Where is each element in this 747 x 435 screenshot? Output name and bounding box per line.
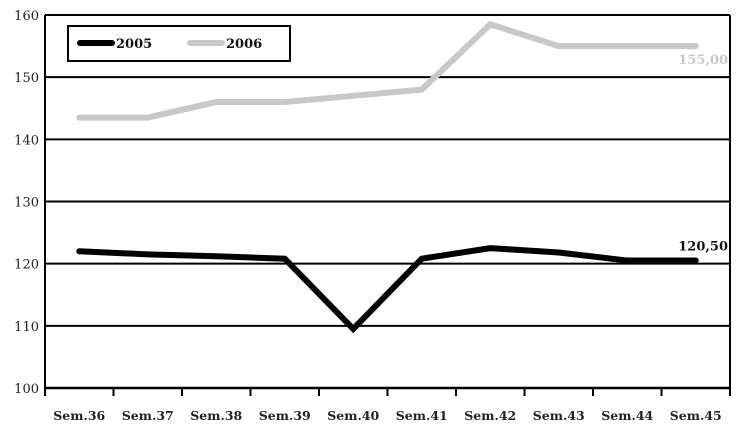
y-tick-label: 140 <box>14 133 39 148</box>
x-tick-label: Sem.38 <box>190 408 242 423</box>
y-tick-label: 100 <box>14 382 39 397</box>
grid-lines <box>44 14 731 390</box>
x-tick-label: Sem.45 <box>670 408 722 423</box>
data-label-2005: 120,50 <box>678 240 728 255</box>
x-tick-label: Sem.41 <box>396 408 448 423</box>
series-lines <box>76 20 699 334</box>
x-tick-label: Sem.43 <box>533 408 585 423</box>
series-line-2005 <box>76 245 699 334</box>
x-tick-label: Sem.36 <box>53 408 105 423</box>
series-line-2006 <box>76 20 699 121</box>
y-axis-ticks: 100 110 120 130 140 150 160 <box>14 9 39 397</box>
data-label-2006: 155,00 <box>678 53 728 68</box>
legend-label-2005: 2005 <box>116 37 152 52</box>
legend-label-2006: 2006 <box>226 37 262 52</box>
y-tick-label: 130 <box>14 196 39 211</box>
y-tick-label: 160 <box>14 9 39 24</box>
y-tick-label: 150 <box>14 71 39 86</box>
y-tick-label: 120 <box>14 258 39 273</box>
x-tick-label: Sem.37 <box>122 408 174 423</box>
x-tick-label: Sem.40 <box>327 408 379 423</box>
data-labels: 120,50 155,00 <box>678 53 728 254</box>
y-tick-label: 110 <box>14 320 39 335</box>
x-axis: Sem.36 Sem.37 Sem.38 Sem.39 Sem.40 Sem.41 Sem.… <box>44 388 731 423</box>
x-tick-label: Sem.39 <box>259 408 311 423</box>
x-tick-label: Sem.42 <box>464 408 516 423</box>
legend: 2005 2006 <box>67 25 291 62</box>
x-tick-label: Sem.44 <box>601 408 653 423</box>
